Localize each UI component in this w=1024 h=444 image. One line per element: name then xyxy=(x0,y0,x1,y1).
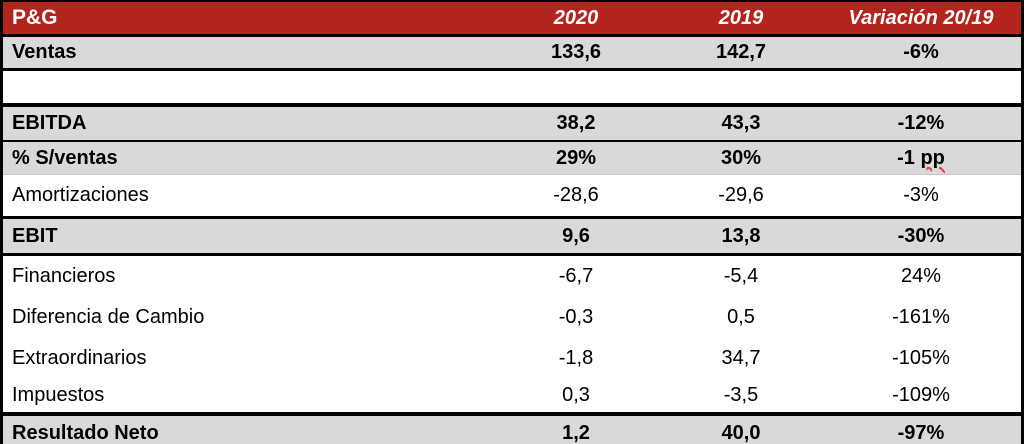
table-row: Resultado Neto 1,2 40,0 -97% xyxy=(3,416,1021,444)
value-2020: 1,2 xyxy=(562,421,590,444)
value-variacion: 24% xyxy=(900,265,942,287)
value-2020: -1,8 xyxy=(558,347,594,369)
row-label: Amortizaciones xyxy=(12,184,149,206)
table-row: Amortizaciones -28,6 -29,6 -3% xyxy=(3,175,1021,219)
table-title: P&G xyxy=(12,6,58,29)
column-header-variacion: Variación 20/19 xyxy=(848,6,994,29)
table-header-row: P&G 2020 2019 Variación 20/19 xyxy=(3,2,1021,37)
value-2019: -3,5 xyxy=(723,384,759,406)
column-header-2020: 2020 xyxy=(553,6,599,29)
row-label: % S/ventas xyxy=(12,146,118,169)
table-row: Ventas 133,6 142,7 -6% xyxy=(3,37,1021,71)
value-2020: 38,2 xyxy=(556,112,596,134)
value-2019: 30% xyxy=(720,146,762,169)
table-row: Extraordinarios -1,8 34,7 -105% xyxy=(3,338,1021,379)
table-row: Financieros -6,7 -5,4 24% xyxy=(3,256,1021,297)
value-2019: 34,7 xyxy=(721,347,761,369)
value-2020: -6,7 xyxy=(558,265,594,287)
table-body: Ventas 133,6 142,7 -6% EBITDA 38,2 43,3 -12% % S… xyxy=(3,37,1021,444)
column-header-2019: 2019 xyxy=(718,6,764,29)
value-2020: 29% xyxy=(555,146,597,169)
table-row: EBITDA 38,2 43,3 -12% xyxy=(3,107,1021,142)
spacer-row xyxy=(3,71,1021,107)
row-label: Resultado Neto xyxy=(12,421,159,444)
value-variacion: -6% xyxy=(903,41,939,63)
row-label: EBITDA xyxy=(12,112,87,134)
value-variacion: -97% xyxy=(897,421,945,444)
value-2019: 40,0 xyxy=(721,421,761,444)
value-2019: 0,5 xyxy=(727,306,755,328)
table-row: % S/ventas 29% 30% -1 pp xyxy=(3,142,1021,175)
value-2019: -5,4 xyxy=(723,265,759,287)
value-2019: 142,7 xyxy=(715,41,767,63)
table-row: Impuestos 0,3 -3,5 -109% xyxy=(3,379,1021,416)
value-variacion: -109% xyxy=(892,384,950,406)
value-variacion: -1 pp xyxy=(821,147,1021,170)
value-2020: 133,6 xyxy=(550,41,602,63)
value-2020: -28,6 xyxy=(553,184,599,206)
value-variacion: -30% xyxy=(897,224,945,247)
value-2019: 43,3 xyxy=(721,112,761,134)
value-variacion: -12% xyxy=(897,112,945,134)
value-2020: 0,3 xyxy=(562,384,590,406)
row-label: Impuestos xyxy=(12,384,105,406)
value-variacion: -3% xyxy=(903,184,939,206)
row-label: Financieros xyxy=(12,265,116,287)
table-row: EBIT 9,6 13,8 -30% xyxy=(3,219,1021,256)
row-label: Ventas xyxy=(12,41,77,63)
row-label: Diferencia de Cambio xyxy=(12,306,205,328)
row-label: Extraordinarios xyxy=(12,347,147,369)
spellcheck-underlined-text: pp xyxy=(920,146,945,169)
row-label: EBIT xyxy=(12,224,58,247)
value-2019: 13,8 xyxy=(721,224,761,247)
value-2019: -29,6 xyxy=(718,184,764,206)
value-2020: 9,6 xyxy=(562,224,590,247)
value-variacion: -105% xyxy=(892,347,950,369)
value-2020: -0,3 xyxy=(558,306,594,328)
variacion-text: -1 xyxy=(897,146,921,169)
table-row: Diferencia de Cambio -0,3 0,5 -161% xyxy=(3,297,1021,338)
value-variacion: -161% xyxy=(892,306,950,328)
